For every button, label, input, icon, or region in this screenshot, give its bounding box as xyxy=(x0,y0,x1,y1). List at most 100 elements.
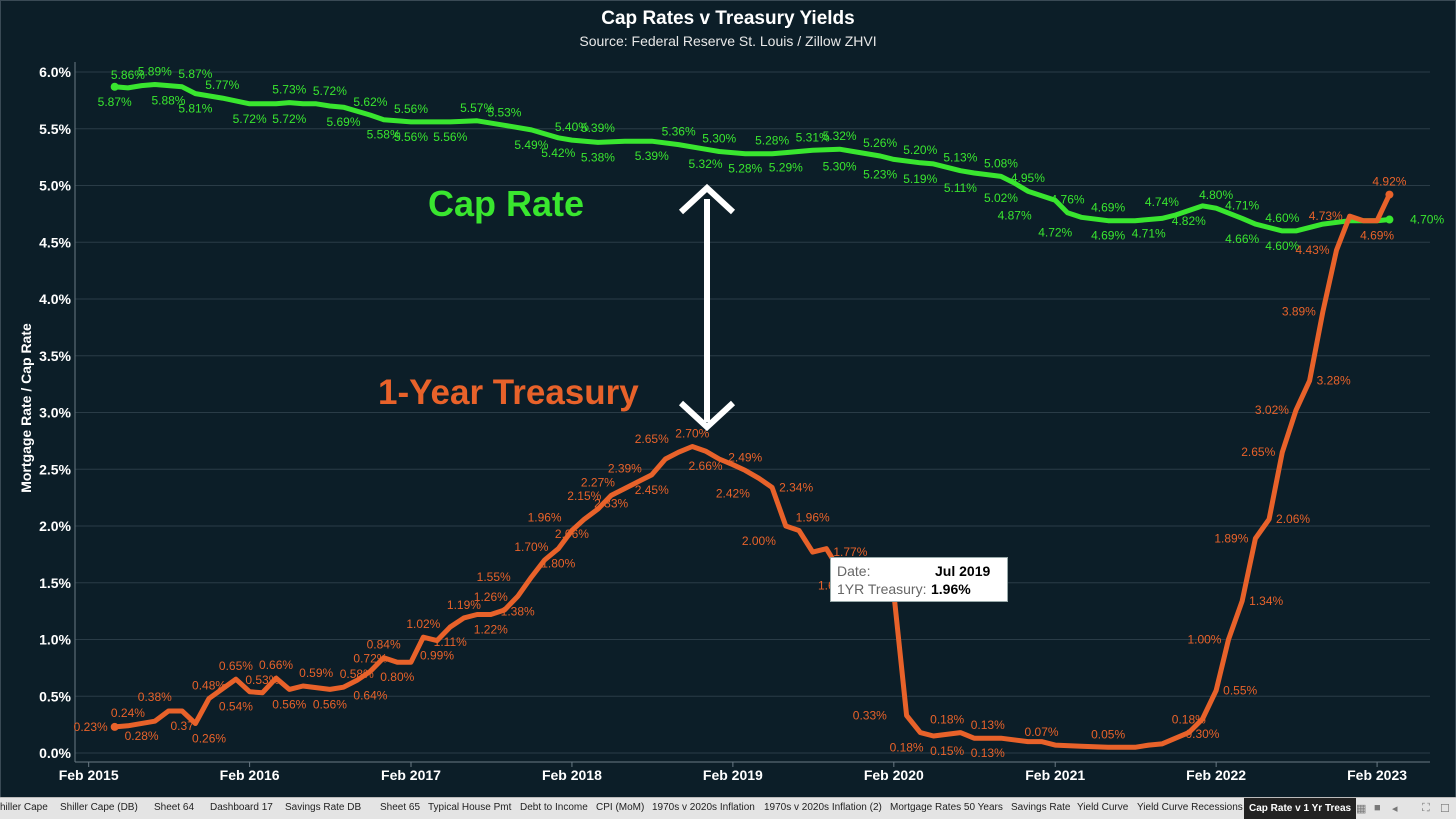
sheet-tab[interactable]: 1970s v 2020s Inflation xyxy=(652,802,755,813)
sheet-tab[interactable]: Savings Rate DB xyxy=(285,802,362,813)
data-label: 0.55% xyxy=(1223,684,1257,698)
data-label: 2.39% xyxy=(608,462,642,476)
sheet-tab[interactable]: Yield Curve Recessions xyxy=(1137,802,1243,813)
data-label: 5.32% xyxy=(689,157,723,171)
data-label: 0.38% xyxy=(138,690,172,704)
hover-tooltip: Date: Jul 2019 1YR Treasury: 1.96% xyxy=(830,557,1008,602)
grid-view-icon[interactable]: ▦ xyxy=(1356,803,1367,815)
gap-arrow xyxy=(678,183,736,432)
sheet-tab[interactable]: Typical House Pmt xyxy=(428,802,512,813)
sheet-tab[interactable]: Cap Rate v 1 Yr Treas xyxy=(1244,798,1357,819)
sheet-tab[interactable]: Sheet 65 xyxy=(380,802,421,813)
data-label: 0.54% xyxy=(219,700,253,714)
data-label: 3.89% xyxy=(1282,304,1316,318)
series-endpoint xyxy=(1385,215,1394,224)
data-label: 0.58% xyxy=(340,667,374,681)
data-label: 1.70% xyxy=(514,540,548,554)
data-label: 2.34% xyxy=(779,480,813,494)
data-label: 0.37 xyxy=(170,719,194,733)
data-label: 5.28% xyxy=(755,134,789,148)
data-label: 4.92% xyxy=(1372,175,1406,189)
data-label: 0.15% xyxy=(930,744,964,758)
data-label: 5.72% xyxy=(313,84,347,98)
x-tick-label: Feb 2021 xyxy=(1025,767,1085,783)
data-label: 5.56% xyxy=(394,130,428,144)
tooltip-date-label: Date: xyxy=(837,563,871,579)
sheet-tab[interactable]: Debt to Income xyxy=(520,802,588,813)
scroll-left-icon[interactable]: ◂ xyxy=(1392,803,1398,815)
data-label: 4.87% xyxy=(998,208,1032,222)
series-lines xyxy=(110,82,1394,750)
series-line-0 xyxy=(112,82,1392,234)
data-label: 4.80% xyxy=(1199,188,1233,202)
sheet-tab[interactable]: Dashboard 17 xyxy=(210,802,273,813)
data-label: 1.02% xyxy=(406,617,440,631)
data-label: 5.31% xyxy=(796,130,830,144)
data-label: 1.55% xyxy=(477,570,511,584)
sheet-tab[interactable]: CPI (MoM) xyxy=(596,802,645,813)
y-tick-label: 6.0% xyxy=(39,64,71,80)
data-label: 4.72% xyxy=(1038,225,1072,239)
series-line-1 xyxy=(112,192,1392,750)
data-label: 1.19% xyxy=(447,598,481,612)
data-label: 2.66% xyxy=(689,459,723,473)
sheet-tab[interactable]: 1970s v 2020s Inflation (2) xyxy=(764,802,882,813)
series-endpoint xyxy=(1385,190,1394,199)
data-label: 1.11% xyxy=(434,635,467,649)
y-tick-label: 2.0% xyxy=(39,518,71,534)
data-label: 5.49% xyxy=(514,138,548,152)
data-label: 0.72% xyxy=(353,651,387,665)
data-label: 5.87% xyxy=(98,95,132,109)
menu-icon[interactable]: ☐ xyxy=(1440,803,1450,815)
data-label: 3.02% xyxy=(1255,403,1289,417)
data-label: 5.36% xyxy=(662,125,696,139)
data-label: 0.23% xyxy=(74,720,108,734)
data-label: 5.89% xyxy=(138,64,172,78)
sheet-tab-bar: hiller Cape Shiller Cape (DB) Sheet 64 Dash… xyxy=(0,797,1456,819)
y-tick-label: 4.5% xyxy=(39,234,71,250)
data-label: 5.53% xyxy=(487,105,521,119)
sheet-tab[interactable]: Yield Curve xyxy=(1077,802,1129,813)
grid-lines xyxy=(74,62,1430,763)
line-chart: 0.0% 0.5% 1.0% 1.5% 2.0% 2.5% 3.0% 3.5% 4.0% 4.5%… xyxy=(39,62,1444,783)
fullscreen-icon[interactable]: ⛶ xyxy=(1422,802,1430,814)
data-label: 1.22% xyxy=(474,623,508,637)
data-label: 5.88% xyxy=(151,94,185,108)
sheet-tab[interactable]: hiller Cape xyxy=(0,802,48,813)
y-tick-label: 5.5% xyxy=(39,121,71,137)
data-label: 1.96% xyxy=(796,511,830,525)
sheet-tab[interactable]: Sheet 64 xyxy=(154,802,195,813)
data-label: 0.56% xyxy=(313,697,347,711)
data-label: 5.30% xyxy=(823,159,857,173)
data-label: 2.06% xyxy=(1276,512,1310,526)
data-label: 5.72% xyxy=(233,112,267,126)
x-tick-label: Feb 2018 xyxy=(542,767,602,783)
sheet-tab[interactable]: Mortgage Rates 50 Years xyxy=(890,802,1003,813)
tooltip-date-value: Jul 2019 xyxy=(935,563,991,579)
data-label: 5.11% xyxy=(944,181,977,195)
data-label: 1.80% xyxy=(541,557,575,571)
data-label: 0.13% xyxy=(971,718,1005,732)
data-label: 1.89% xyxy=(1214,531,1248,545)
x-axis-ticks: Feb 2015 Feb 2016 Feb 2017 Feb 2018 Feb 2019… xyxy=(59,762,1407,783)
sheet-tab[interactable]: Shiller Cape (DB) xyxy=(60,802,138,813)
data-label: 5.30% xyxy=(702,131,736,145)
data-label: 1.34% xyxy=(1249,594,1283,608)
data-label: 5.39% xyxy=(581,121,615,135)
data-label: 4.66% xyxy=(1225,232,1259,246)
sheet-view-icon[interactable]: ■ xyxy=(1374,802,1381,814)
data-label: 5.72% xyxy=(272,112,306,126)
data-label: 0.65% xyxy=(219,659,253,673)
data-label: 2.42% xyxy=(716,486,750,500)
data-label: 0.28% xyxy=(125,729,159,743)
data-label: 0.64% xyxy=(353,688,387,702)
data-label: 5.26% xyxy=(863,136,897,150)
y-tick-label: 0.0% xyxy=(39,745,71,761)
data-label: 0.30% xyxy=(1185,727,1219,741)
x-tick-label: Feb 2017 xyxy=(381,767,441,783)
sheet-tab[interactable]: Savings Rate xyxy=(1011,802,1071,813)
data-label: 2.33% xyxy=(594,497,628,511)
data-label: 0.48% xyxy=(192,679,226,693)
data-label: 2.65% xyxy=(635,432,669,446)
y-tick-label: 3.5% xyxy=(39,348,71,364)
